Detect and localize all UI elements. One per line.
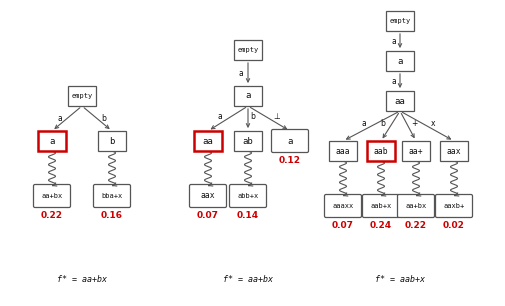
FancyBboxPatch shape xyxy=(367,141,395,161)
Text: aab: aab xyxy=(374,147,388,155)
Text: a: a xyxy=(287,136,293,145)
Text: a: a xyxy=(245,91,250,100)
FancyBboxPatch shape xyxy=(435,195,473,218)
Text: ⊥: ⊥ xyxy=(274,112,280,121)
FancyBboxPatch shape xyxy=(93,185,130,207)
Text: f* = aa+bx: f* = aa+bx xyxy=(57,275,107,284)
Text: aax: aax xyxy=(200,192,215,200)
Text: a: a xyxy=(58,114,63,123)
FancyBboxPatch shape xyxy=(234,131,262,151)
FancyBboxPatch shape xyxy=(272,129,309,152)
FancyBboxPatch shape xyxy=(234,86,262,106)
Text: a: a xyxy=(49,136,55,145)
Text: b: b xyxy=(109,136,115,145)
FancyBboxPatch shape xyxy=(386,51,414,71)
Text: 0.12: 0.12 xyxy=(279,156,301,165)
FancyBboxPatch shape xyxy=(189,185,227,207)
FancyBboxPatch shape xyxy=(363,195,399,218)
FancyBboxPatch shape xyxy=(329,141,357,161)
FancyBboxPatch shape xyxy=(397,195,434,218)
Text: 0.24: 0.24 xyxy=(370,221,392,230)
Text: aa+: aa+ xyxy=(409,147,423,155)
Text: a: a xyxy=(391,36,396,46)
Text: aaxb+: aaxb+ xyxy=(443,203,465,209)
Text: b: b xyxy=(102,114,107,123)
Text: 0.14: 0.14 xyxy=(237,211,259,220)
Text: bba+x: bba+x xyxy=(102,193,123,199)
FancyBboxPatch shape xyxy=(98,131,126,151)
Text: 0.22: 0.22 xyxy=(41,211,63,220)
Text: empty: empty xyxy=(71,93,92,99)
Text: a: a xyxy=(239,69,243,77)
Text: x: x xyxy=(431,118,435,128)
Text: a: a xyxy=(397,57,402,65)
Text: b: b xyxy=(380,118,385,128)
Text: aa+bx: aa+bx xyxy=(406,203,427,209)
Text: a: a xyxy=(391,76,396,85)
Text: aaaxx: aaaxx xyxy=(332,203,354,209)
Text: ab: ab xyxy=(242,136,254,145)
FancyBboxPatch shape xyxy=(402,141,430,161)
FancyBboxPatch shape xyxy=(229,185,267,207)
Text: aax: aax xyxy=(447,147,461,155)
FancyBboxPatch shape xyxy=(234,40,262,60)
Text: aa: aa xyxy=(203,136,214,145)
FancyBboxPatch shape xyxy=(194,131,222,151)
Text: f* = aa+bx: f* = aa+bx xyxy=(223,275,273,284)
Text: aab+x: aab+x xyxy=(370,203,391,209)
Text: b: b xyxy=(250,112,256,121)
Text: empty: empty xyxy=(389,18,411,24)
Text: 0.22: 0.22 xyxy=(405,221,427,230)
Text: 0.16: 0.16 xyxy=(101,211,123,220)
Text: empty: empty xyxy=(237,47,259,53)
Text: 0.07: 0.07 xyxy=(197,211,219,220)
FancyBboxPatch shape xyxy=(440,141,468,161)
Text: aa+bx: aa+bx xyxy=(41,193,63,199)
Text: a: a xyxy=(361,118,366,128)
FancyBboxPatch shape xyxy=(38,131,66,151)
Text: f* = aab+x: f* = aab+x xyxy=(375,275,425,284)
Text: 0.02: 0.02 xyxy=(443,221,465,230)
FancyBboxPatch shape xyxy=(386,91,414,111)
Text: aa: aa xyxy=(394,96,406,106)
FancyBboxPatch shape xyxy=(68,86,96,106)
Text: +: + xyxy=(411,118,417,128)
Text: 0.07: 0.07 xyxy=(332,221,354,230)
Text: a: a xyxy=(218,112,222,121)
FancyBboxPatch shape xyxy=(33,185,71,207)
Text: abb+x: abb+x xyxy=(237,193,259,199)
FancyBboxPatch shape xyxy=(386,11,414,31)
Text: aaa: aaa xyxy=(336,147,350,155)
FancyBboxPatch shape xyxy=(325,195,362,218)
